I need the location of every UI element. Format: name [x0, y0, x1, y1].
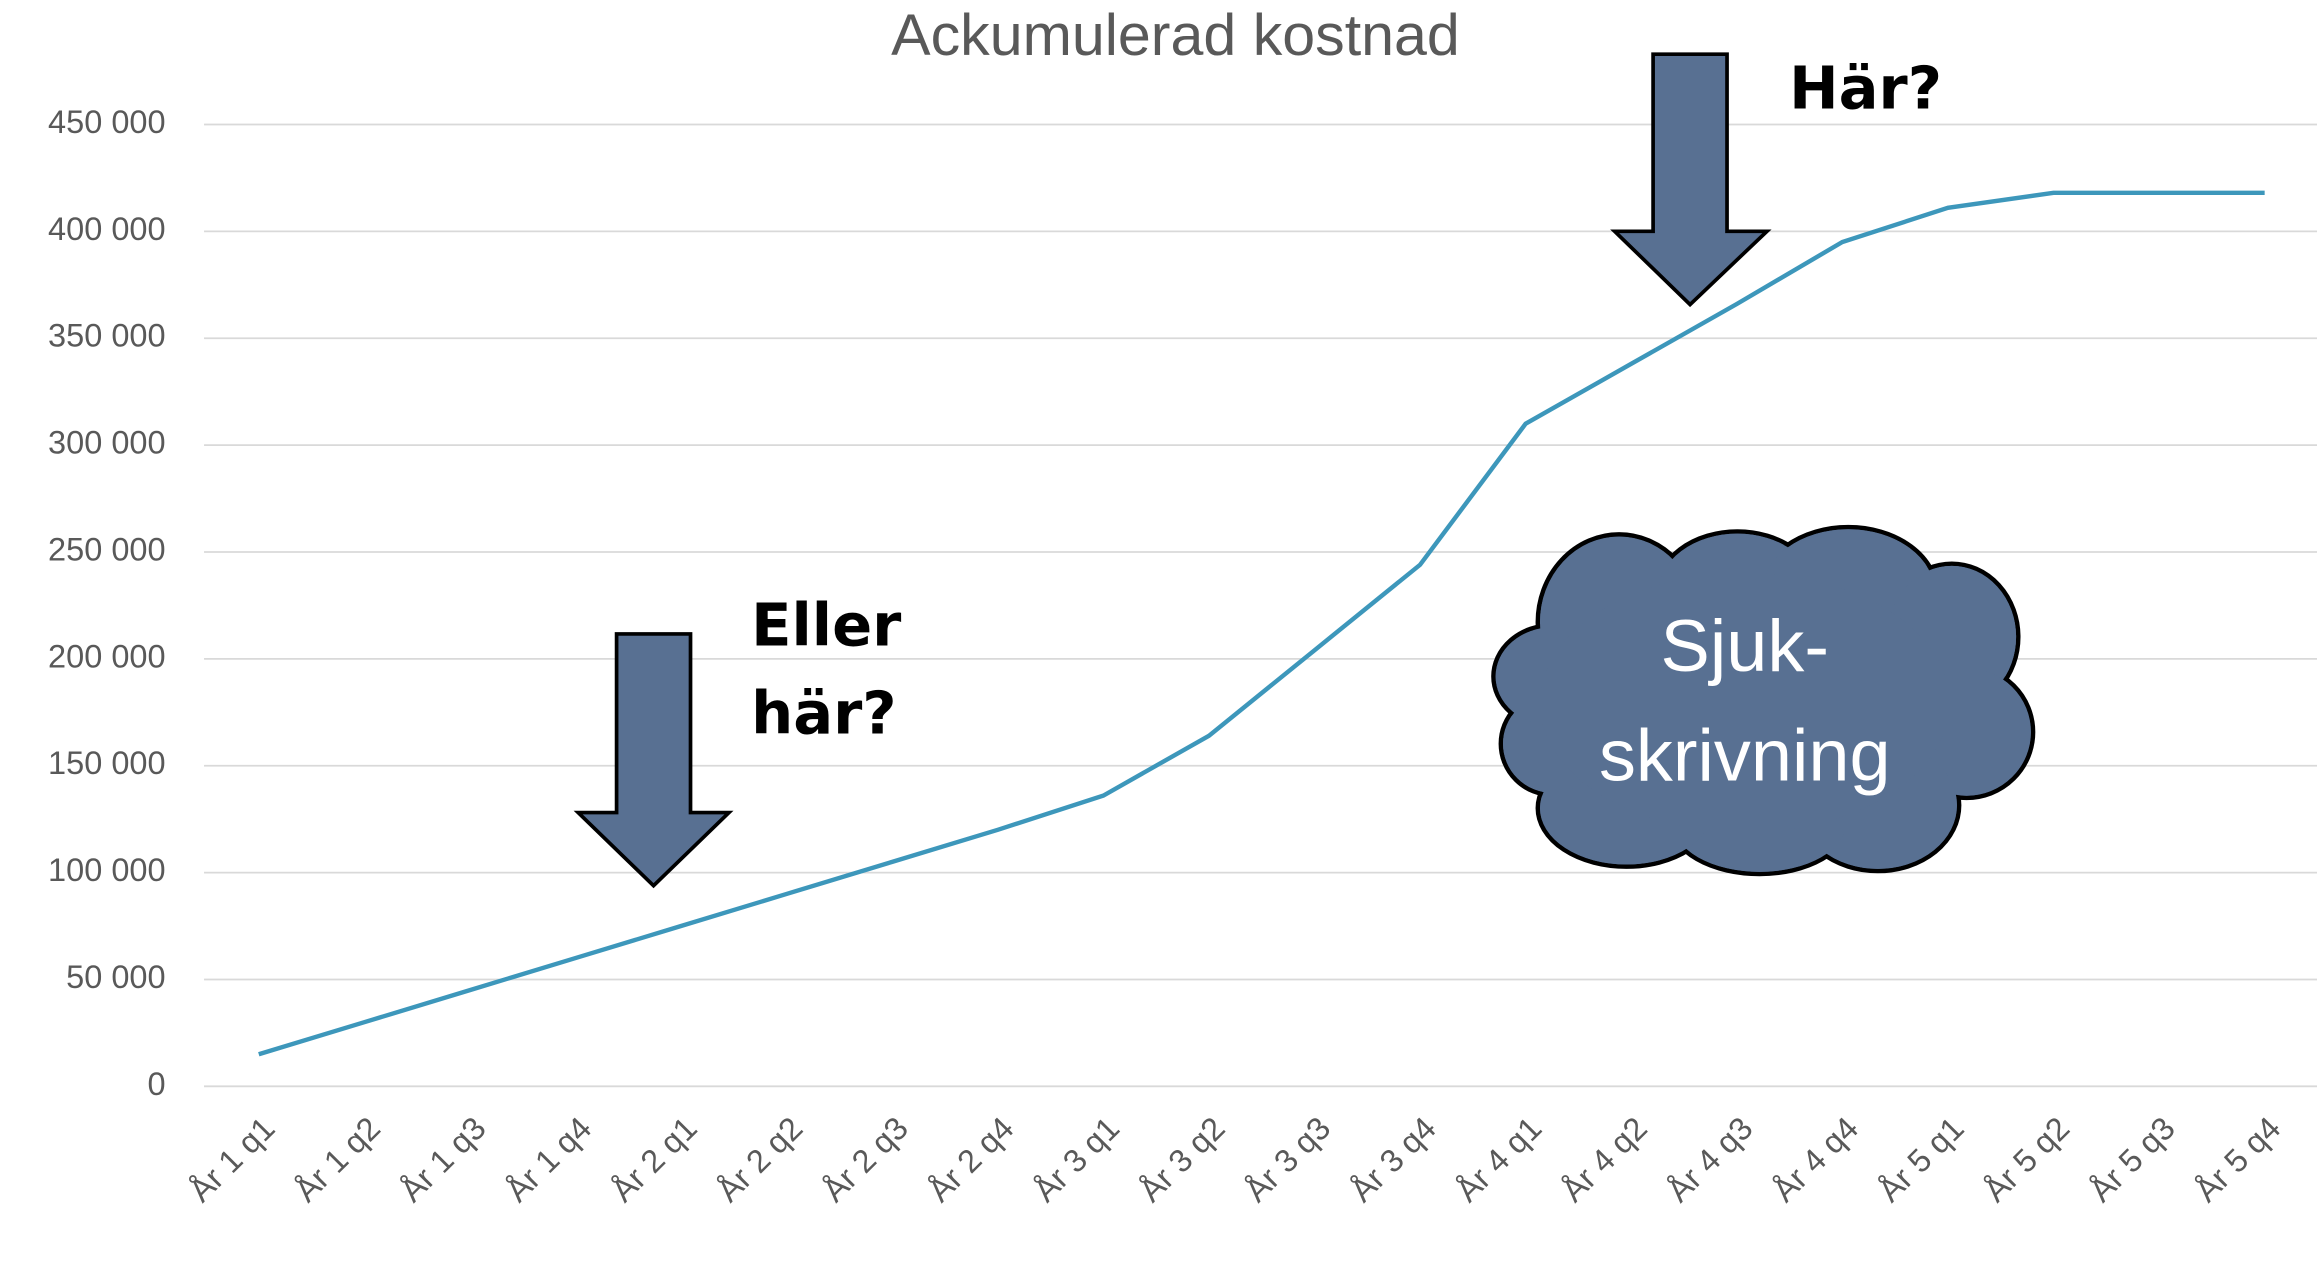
x-tick-label: År 4 q1	[1449, 1110, 1549, 1209]
y-tick-label: 450 000	[48, 104, 166, 140]
y-tick-label: 400 000	[48, 211, 166, 247]
x-tick-label: År 2 q3	[815, 1110, 915, 1209]
x-tick-label: År 3 q4	[1343, 1110, 1443, 1209]
annotation: Här?	[1789, 54, 1942, 123]
annotation: Sjuk-	[1661, 604, 1829, 687]
y-tick-label: 200 000	[48, 638, 166, 674]
x-tick-label: År 5 q2	[1977, 1110, 2077, 1209]
y-tick-label: 0	[148, 1066, 166, 1102]
y-tick-label: 250 000	[48, 532, 166, 568]
x-tick-label: År 3 q1	[1026, 1110, 1126, 1209]
x-tick-label: År 2 q4	[921, 1110, 1021, 1209]
arrow-lower	[573, 632, 734, 889]
annotations: Här? Eller här? Sjuk-skrivning	[751, 54, 1942, 797]
chart-title: Ackumulerad kostnad	[891, 3, 1460, 68]
y-tick-label: 50 000	[66, 959, 165, 995]
x-tick-label: År 2 q1	[604, 1110, 704, 1209]
x-tick-label: År 5 q3	[2082, 1110, 2182, 1209]
x-tick-label: År 5 q1	[1871, 1110, 1971, 1209]
annotation: Eller	[751, 591, 901, 660]
y-tick-label: 150 000	[48, 745, 166, 781]
x-tick-label: År 2 q2	[710, 1110, 810, 1209]
x-tick-label: År 3 q3	[1238, 1110, 1338, 1209]
y-tick-label: 350 000	[48, 318, 166, 354]
y-tick-label: 300 000	[48, 425, 166, 461]
annotation: här?	[751, 679, 896, 748]
arrow-upper	[1610, 52, 1772, 308]
x-tick-label: År 4 q3	[1660, 1110, 1760, 1209]
arrow	[1610, 52, 1772, 308]
cloud	[1491, 524, 2036, 877]
x-tick-label: År 3 q2	[1132, 1110, 1232, 1209]
y-tick-label: 100 000	[48, 852, 166, 888]
x-tick-label: År 1 q1	[182, 1110, 282, 1209]
cloud-fill	[1539, 573, 1950, 833]
x-tick-label: År 1 q4	[499, 1110, 599, 1209]
x-tick-label: År 4 q2	[1554, 1110, 1654, 1209]
x-tick-label: År 1 q3	[393, 1110, 493, 1209]
x-tick-label: År 1 q2	[287, 1110, 387, 1209]
x-tick-label: År 5 q4	[2188, 1110, 2288, 1209]
data-line	[258, 190, 2265, 1057]
x-tick-label: År 4 q4	[1766, 1110, 1866, 1209]
arrow	[573, 632, 734, 889]
annotation: skrivning	[1599, 714, 1891, 797]
